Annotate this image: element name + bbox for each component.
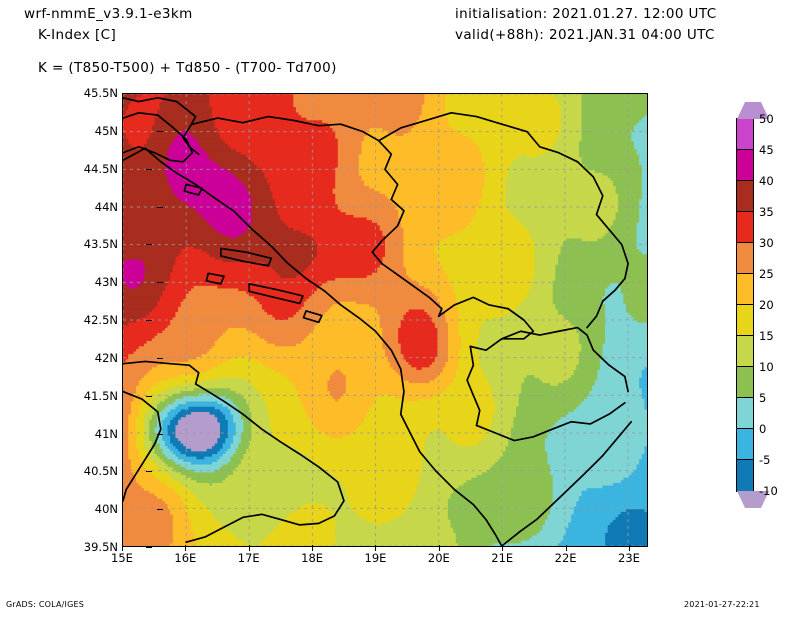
colorbar-arrow-bottom: [737, 491, 769, 508]
longitude-tick-mark: [628, 545, 630, 551]
colorbar-band: [737, 305, 753, 336]
latitude-tick-label: 40.5N: [84, 464, 152, 478]
latitude-tick-label: 43.5N: [84, 237, 152, 251]
map-plot-area: [122, 93, 648, 547]
initialisation-time-label: initialisation: 2021.01.27. 12:00 UTC: [455, 6, 717, 22]
colorbar-band: [737, 150, 753, 181]
colorbar-separator: [737, 242, 753, 243]
latitude-tick-mark: [145, 93, 152, 94]
latitude-tick-label: 41N: [95, 427, 163, 441]
latitude-tick-mark: [145, 320, 152, 321]
longitude-tick-label: 18E: [301, 545, 323, 565]
colorbar-tick-label: 30: [759, 236, 774, 250]
colorbar-band: [737, 274, 753, 305]
latlon-gridlines: [123, 94, 647, 546]
colorbar-band: [737, 367, 753, 398]
colorbar-band: [737, 336, 753, 367]
colorbar-tick-label: 10: [759, 360, 774, 374]
longitude-tick-mark: [122, 545, 123, 551]
model-name-label: wrf-nmmE_v3.9.1-e3km: [24, 6, 193, 22]
colorbar-separator: [737, 366, 753, 367]
longitude-tick-label: 16E: [174, 545, 196, 565]
colorbar-band: [737, 398, 753, 429]
colorbar-band: [737, 429, 753, 460]
valid-time-label: valid(+88h): 2021.JAN.31 04:00 UTC: [455, 27, 715, 43]
longitude-tick-label: 17E: [238, 545, 260, 565]
longitude-tick-label: 23E: [618, 545, 640, 565]
colorbar-tick-label: -5: [759, 453, 771, 467]
colorbar-separator: [737, 428, 753, 429]
latitude-tick-mark: [145, 471, 152, 473]
colorbar-tick-label: 25: [759, 267, 774, 281]
latitude-tick-label: 43N: [95, 275, 163, 289]
latitude-tick-label: 42.5N: [84, 313, 152, 327]
colorbar-separator: [737, 273, 753, 274]
field-name-label: K-Index [C]: [38, 27, 117, 43]
colorbar-separator: [737, 335, 753, 336]
colorbar-separator: [737, 180, 753, 181]
colorbar-band: [737, 212, 753, 243]
colorbar-separator: [737, 304, 753, 305]
longitude-tick-mark: [312, 545, 314, 551]
colorbar-band: [737, 119, 753, 150]
longitude-tick-label: 21E: [491, 545, 513, 565]
longitude-tick-mark: [502, 545, 504, 551]
colorbar-tick-label: 15: [759, 329, 774, 343]
longitude-tick-mark: [438, 545, 440, 551]
colorbar-tick-label: 20: [759, 298, 774, 312]
longitude-tick-label: 15E: [111, 545, 133, 565]
colorbar-tick-label: 5: [759, 391, 767, 405]
coastline-and-borders: [123, 96, 633, 546]
longitude-tick-label: 20E: [428, 545, 450, 565]
latitude-tick-mark: [156, 509, 163, 511]
latitude-tick-label: 45N: [95, 124, 163, 138]
latitude-tick-label: 44.5N: [84, 162, 152, 176]
colorbar-separator: [737, 211, 753, 212]
longitude-axis: 15E 16E 17E 18E 19E 20E 21E 22E 23E: [111, 545, 648, 569]
colorbar-tick-label: 40: [759, 174, 774, 188]
latitude-axis: 39.5N 40N 40.5N 41N 41.5N 42N 42.5N 43N 43.5N 44N…: [56, 86, 163, 554]
colorbar-tick-label: -10: [759, 484, 778, 498]
formula-label: K = (T850-T500) + Td850 - (T700- Td700): [38, 60, 337, 76]
latitude-tick-mark: [145, 168, 152, 170]
colorbar-tick-label: 0: [759, 422, 767, 436]
colorbar-band: [737, 243, 753, 274]
colorbar-arrow-top: [737, 102, 769, 119]
latitude-tick-mark: [145, 395, 152, 397]
colorbar-tick-label: 45: [759, 143, 774, 157]
colorbar-tick-label: 35: [759, 205, 774, 219]
colorbar: -10 -5 0 5 10 15 20 25 30 35 40 45 50: [736, 102, 778, 508]
latitude-tick-label: 45.5N: [84, 86, 152, 100]
latitude-tick-mark: [156, 130, 163, 132]
colorbar-separator: [737, 459, 753, 460]
latitude-tick-mark: [156, 357, 163, 359]
colorbar-band: [737, 460, 753, 491]
colorbar-tick-label: 50: [759, 112, 774, 126]
kindex-heatmap: [123, 94, 647, 546]
attribution-label: GrADS: COLA/IGES: [6, 600, 85, 609]
latitude-tick-label: 39.5N: [84, 540, 152, 554]
latitude-tick-mark: [156, 282, 163, 284]
scalar-field-layer: [123, 94, 647, 546]
longitude-tick-mark: [375, 545, 377, 551]
colorbar-separator: [737, 149, 753, 150]
latitude-tick-label: 42N: [95, 351, 163, 365]
colorbar-band: [737, 181, 753, 212]
latitude-tick-mark: [156, 433, 163, 435]
latitude-tick-label: 41.5N: [84, 389, 152, 403]
longitude-tick-label: 19E: [365, 545, 386, 565]
latitude-tick-mark: [145, 547, 152, 548]
render-timestamp-label: 2021-01-27-22:21: [684, 600, 760, 609]
longitude-tick-label: 22E: [555, 545, 577, 565]
longitude-tick-mark: [248, 545, 250, 551]
colorbar-separator: [737, 397, 753, 398]
latitude-tick-mark: [145, 244, 152, 246]
longitude-tick-mark: [185, 545, 187, 551]
longitude-tick-mark: [565, 545, 567, 551]
latitude-tick-mark: [156, 206, 163, 208]
latitude-tick-label: 40N: [95, 502, 163, 516]
latitude-tick-label: 44N: [95, 200, 163, 214]
